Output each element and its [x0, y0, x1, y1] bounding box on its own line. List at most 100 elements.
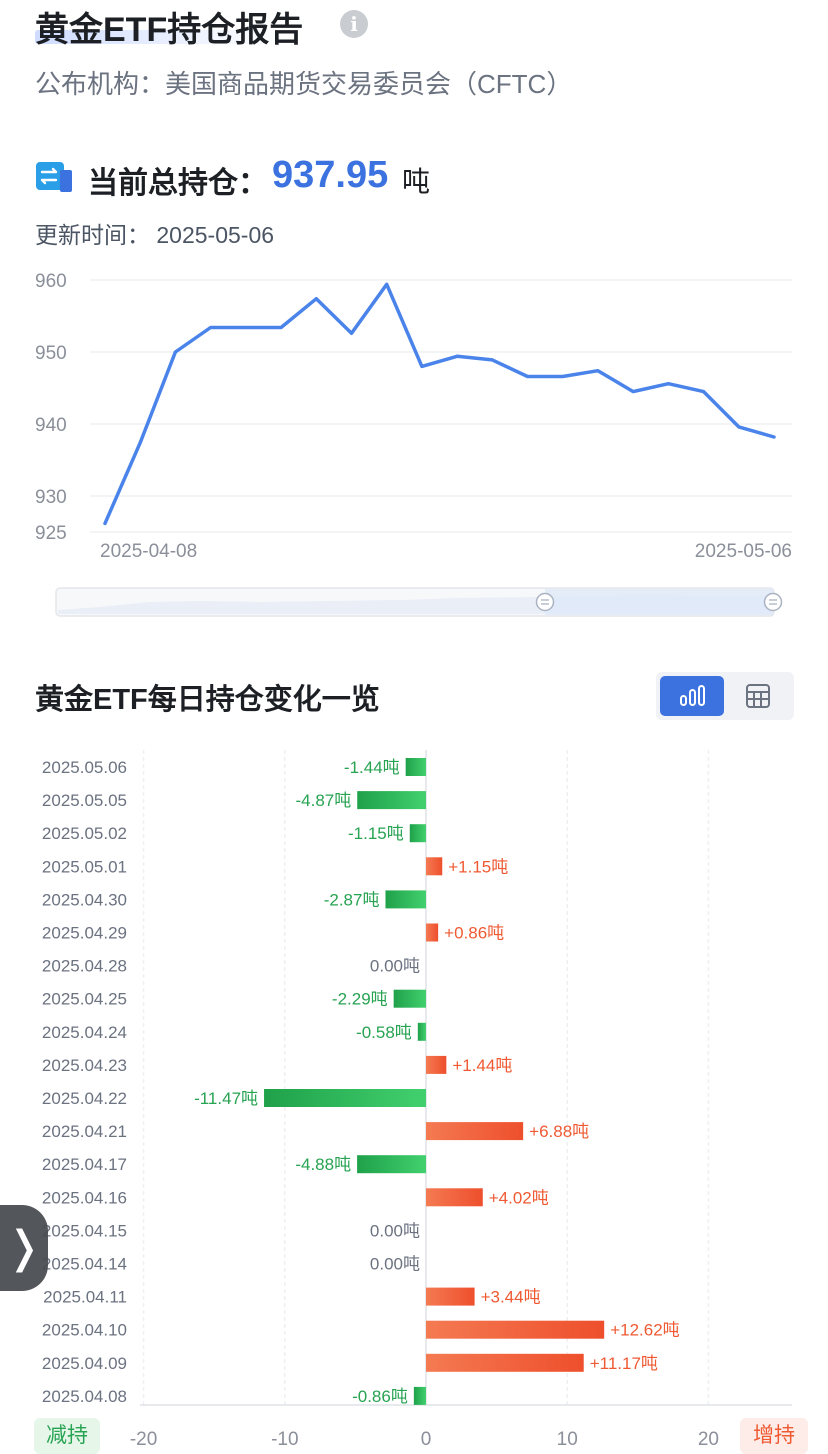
change-bar[interactable] [357, 1155, 426, 1174]
change-bar[interactable] [426, 1287, 475, 1306]
slider-handle-left[interactable] [535, 592, 555, 612]
y-tick-label: 960 [35, 271, 67, 292]
total-holding-unit: 吨 [402, 166, 431, 197]
y-tick-label: 925 [35, 523, 67, 544]
change-bar[interactable] [357, 791, 426, 810]
change-value-label: +0.86吨 [444, 924, 504, 943]
change-bar[interactable] [413, 1386, 426, 1405]
expand-panel-button[interactable]: ❭ [0, 1205, 48, 1291]
change-bar[interactable] [393, 989, 426, 1008]
x-tick-label: 10 [557, 1429, 578, 1450]
row-date-label: 2025.04.11 [43, 1288, 127, 1307]
info-icon[interactable]: i [340, 10, 368, 38]
change-value-label: 0.00吨 [370, 957, 420, 976]
change-value-label: -1.15吨 [348, 824, 404, 843]
total-holding-value: 937.95 [272, 154, 389, 196]
change-bar[interactable] [426, 1320, 605, 1339]
x-tick-label: -10 [271, 1429, 298, 1450]
row-date-label: 2025.04.24 [42, 1023, 127, 1042]
row-date-label: 2025.05.06 [42, 758, 127, 777]
change-bar[interactable] [426, 1122, 524, 1141]
row-date-label: 2025.04.30 [42, 890, 127, 909]
row-date-label: 2025.04.22 [42, 1089, 127, 1108]
bar-view-button[interactable] [660, 676, 724, 716]
range-slider[interactable] [55, 587, 783, 617]
change-value-label: 0.00吨 [370, 1255, 420, 1274]
change-value-label: +12.62吨 [610, 1321, 679, 1340]
change-bar[interactable] [426, 1055, 447, 1074]
publisher-text: 公布机构：美国商品期货交易委员会（CFTC） [35, 69, 573, 99]
change-bar[interactable] [426, 923, 439, 942]
row-date-label: 2025.05.01 [42, 857, 127, 876]
row-date-label: 2025.04.28 [42, 957, 127, 976]
increase-legend: 增持 [740, 1418, 808, 1454]
table-icon [746, 684, 770, 708]
exchange-icon [36, 162, 72, 192]
row-date-label: 2025.04.16 [42, 1188, 127, 1207]
change-value-label: -1.44吨 [344, 758, 400, 777]
change-value-label: +3.44吨 [481, 1288, 541, 1307]
update-time: 更新时间： 2025-05-06 [35, 222, 275, 248]
change-value-label: +1.44吨 [452, 1056, 512, 1075]
change-value-label: 0.00吨 [370, 1221, 420, 1240]
bar-chart-icon [680, 685, 705, 706]
row-date-label: 2025.04.29 [42, 924, 127, 943]
change-bar[interactable] [417, 1022, 426, 1041]
x-tick-label: 20 [698, 1429, 719, 1450]
change-bar[interactable] [405, 758, 426, 776]
x-tick-label: 0 [421, 1429, 432, 1450]
x-start-label: 2025-04-08 [100, 541, 197, 562]
title-highlight [35, 30, 280, 44]
page-title: 黄金ETF持仓报告 [35, 2, 304, 51]
daily-change-bar-chart[interactable]: 2025.05.06 -1.44吨 2025.05.05 -4.87吨 2025.05.… [0, 745, 828, 1451]
line-chart-y-ticks: 925 930 940 950 960 [35, 271, 67, 544]
holding-line-chart[interactable]: 925 930 940 950 960 2025-04-08 2025-05-06 [0, 258, 828, 628]
row-date-label: 2025.04.21 [42, 1122, 127, 1141]
section-title: 黄金ETF每日持仓变化一览 [35, 684, 380, 716]
change-value-label: -0.58吨 [356, 1023, 412, 1042]
y-tick-label: 950 [35, 343, 67, 364]
bar-chart-bars: 2025.05.06 -1.44吨 2025.05.05 -4.87吨 2025.05.… [42, 758, 680, 1406]
y-tick-label: 930 [35, 487, 67, 508]
change-value-label: -4.88吨 [295, 1155, 351, 1174]
y-tick-label: 940 [35, 415, 67, 436]
view-toggle [656, 672, 794, 720]
row-date-label: 2025.04.17 [42, 1155, 127, 1174]
bar-chart-x-ticks: -20 -10 0 10 20 [130, 1429, 719, 1450]
change-value-label: +6.88吨 [529, 1122, 589, 1141]
change-value-label: -11.47吨 [194, 1089, 258, 1108]
change-value-label: +1.15吨 [448, 857, 508, 876]
row-date-label: 2025.04.25 [42, 990, 127, 1009]
line-chart-grid [90, 279, 792, 533]
slider-handle-right[interactable] [763, 592, 783, 612]
row-date-label: 2025.04.10 [42, 1321, 127, 1340]
change-value-label: -2.87吨 [324, 890, 380, 909]
total-holding-label: 当前总持仓： [88, 167, 268, 200]
row-date-label: 2025.04.14 [42, 1255, 127, 1274]
row-date-label: 2025.04.23 [42, 1056, 127, 1075]
change-bar[interactable] [264, 1089, 426, 1107]
chevron-right-icon: ❭ [5, 1222, 43, 1273]
change-value-label: +11.17吨 [590, 1354, 658, 1373]
decrease-legend: 减持 [34, 1418, 100, 1454]
change-value-label: -0.86吨 [352, 1387, 408, 1406]
row-date-label: 2025.04.08 [42, 1387, 127, 1406]
row-date-label: 2025.04.15 [42, 1221, 127, 1240]
bar-chart-grid [140, 750, 792, 1406]
x-tick-label: -20 [130, 1429, 157, 1450]
row-date-label: 2025.05.05 [42, 791, 127, 810]
change-value-label: -2.29吨 [332, 990, 388, 1009]
slider-selection[interactable] [545, 589, 773, 615]
row-date-label: 2025.04.09 [42, 1354, 127, 1373]
change-bar[interactable] [426, 1188, 483, 1207]
x-end-label: 2025-05-06 [695, 541, 792, 562]
change-bar[interactable] [426, 1353, 584, 1372]
row-date-label: 2025.05.02 [42, 824, 127, 843]
change-bar[interactable] [426, 857, 443, 876]
holding-series-line [103, 282, 776, 526]
change-value-label: -4.87吨 [295, 791, 351, 810]
change-bar[interactable] [385, 890, 426, 909]
change-value-label: +4.02吨 [489, 1188, 549, 1207]
table-view-button[interactable] [728, 676, 790, 716]
change-bar[interactable] [409, 824, 426, 843]
